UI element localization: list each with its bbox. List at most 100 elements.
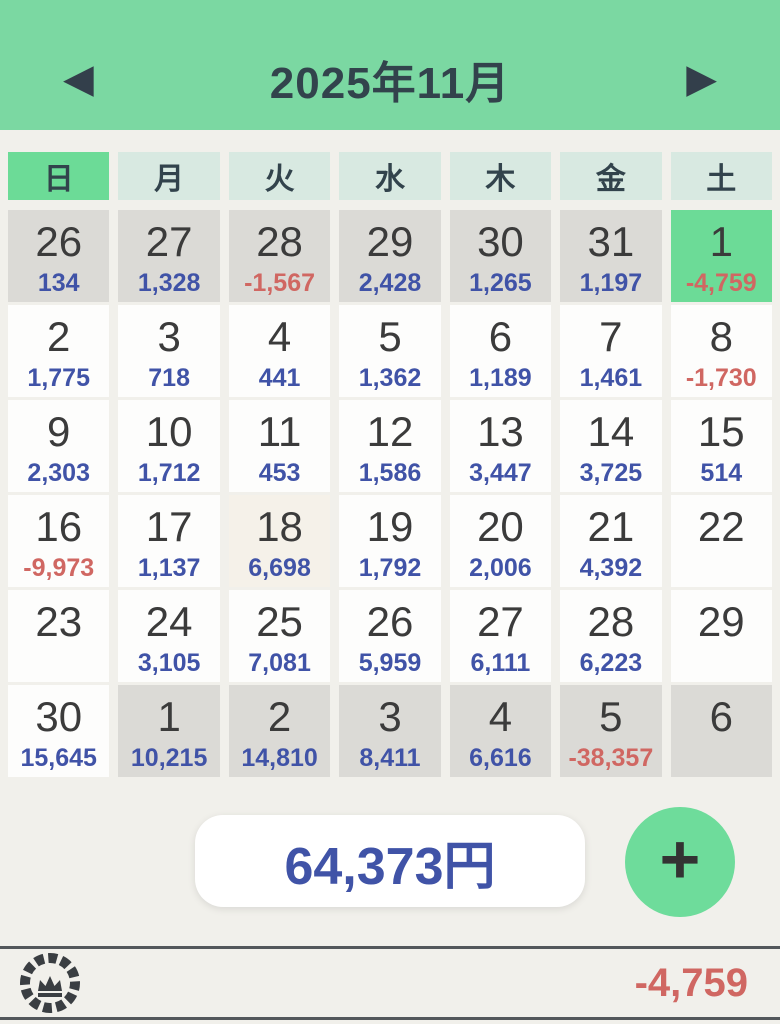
day-number: 5 xyxy=(378,313,402,360)
day-cell-w6-3[interactable]: 3 8,411 xyxy=(339,685,441,777)
month-title: 2025年11月 xyxy=(269,59,511,108)
day-cell-w5-29[interactable]: 29 xyxy=(670,590,772,682)
day-cell-w4-21[interactable]: 21 4,392 xyxy=(560,495,662,587)
day-amount: -1,730 xyxy=(685,364,757,392)
day-cell-w4-17[interactable]: 17 1,137 xyxy=(118,495,220,587)
day-cell-w4-18[interactable]: 18 6,698 xyxy=(228,495,331,587)
left-arrow-icon: ◀ xyxy=(63,57,94,101)
day-cell-w6-30[interactable]: 30 15,645 xyxy=(8,685,110,777)
day-cell-w5-28[interactable]: 28 6,223 xyxy=(560,590,662,682)
plus-icon: + xyxy=(659,820,701,898)
day-cell-w3-9[interactable]: 9 2,303 xyxy=(8,400,110,492)
add-entry-button[interactable]: + xyxy=(625,807,735,917)
day-number: 12 xyxy=(366,408,414,455)
next-month-button[interactable]: ▶ xyxy=(686,59,717,99)
day-amount: 4,392 xyxy=(579,554,643,582)
day-cell-w5-26[interactable]: 26 5,959 xyxy=(339,590,441,682)
day-number: 5 xyxy=(599,693,623,740)
day-number: 19 xyxy=(366,503,414,550)
weekday-sunday: 日 xyxy=(8,152,110,200)
day-amount: 2,303 xyxy=(27,459,90,487)
day-cell-w3-11[interactable]: 11 453 xyxy=(228,400,331,492)
day-cell-w4-20[interactable]: 20 2,006 xyxy=(449,495,552,587)
casino-chip-crown-icon[interactable] xyxy=(18,951,82,1015)
day-amount: 453 xyxy=(258,459,301,487)
day-amount: 1,265 xyxy=(469,269,532,297)
day-amount: 3,447 xyxy=(469,459,532,487)
day-amount: 7,081 xyxy=(248,649,311,677)
day-number: 14 xyxy=(587,408,635,455)
day-amount: 514 xyxy=(700,459,743,487)
day-amount: 6,223 xyxy=(579,649,643,677)
day-number: 3 xyxy=(157,313,181,360)
day-amount: 14,810 xyxy=(241,744,318,772)
day-cell-w1-26[interactable]: 26 134 xyxy=(8,210,110,302)
day-cell-w1-30[interactable]: 30 1,265 xyxy=(449,210,552,302)
calendar-header: ◀ 2025年11月 ▶ xyxy=(0,0,780,130)
month-total-display: 64,373円 xyxy=(195,815,585,907)
footer-bar: -4,759 xyxy=(0,946,780,1020)
day-number: 17 xyxy=(145,503,193,550)
total-row: 64,373円 + xyxy=(0,807,780,919)
day-cell-w3-14[interactable]: 14 3,725 xyxy=(560,400,662,492)
weekday-wednesday: 水 xyxy=(339,152,441,200)
day-number: 27 xyxy=(145,218,193,265)
day-cell-w4-22[interactable]: 22 xyxy=(670,495,772,587)
day-cell-w5-24[interactable]: 24 3,105 xyxy=(118,590,220,682)
day-amount: 1,328 xyxy=(137,269,201,297)
footer-selected-day-amount: -4,759 xyxy=(634,960,748,1005)
day-cell-w2-6[interactable]: 6 1,189 xyxy=(449,305,552,397)
day-amount: 1,362 xyxy=(358,364,422,392)
day-number: 28 xyxy=(256,218,303,265)
prev-month-button[interactable]: ◀ xyxy=(63,59,94,99)
day-cell-w2-5[interactable]: 5 1,362 xyxy=(339,305,441,397)
day-cell-w6-6[interactable]: 6 xyxy=(670,685,772,777)
day-number: 16 xyxy=(35,503,83,550)
weekday-saturday: 土 xyxy=(670,152,772,200)
day-cell-w2-3[interactable]: 3 718 xyxy=(118,305,220,397)
day-cell-w2-4[interactable]: 4 441 xyxy=(228,305,331,397)
day-amount: 441 xyxy=(258,364,301,392)
day-number: 28 xyxy=(587,598,635,645)
day-cell-w1-31[interactable]: 31 1,197 xyxy=(560,210,662,302)
day-amount: 3,725 xyxy=(579,459,643,487)
day-cell-w2-2[interactable]: 2 1,775 xyxy=(8,305,110,397)
day-cell-w4-16[interactable]: 16 -9,973 xyxy=(8,495,110,587)
day-cell-w6-4[interactable]: 4 6,616 xyxy=(449,685,552,777)
day-number: 7 xyxy=(599,313,623,360)
day-number: 1 xyxy=(157,693,181,740)
day-cell-w1-28[interactable]: 28 -1,567 xyxy=(228,210,331,302)
day-number: 21 xyxy=(587,503,635,550)
day-number: 26 xyxy=(35,218,83,265)
day-number: 4 xyxy=(488,693,513,740)
weekday-monday: 月 xyxy=(118,152,220,200)
day-cell-w1-1[interactable]: 1 -4,759 xyxy=(670,210,772,302)
day-cell-w5-23[interactable]: 23 xyxy=(8,590,110,682)
day-cell-w6-2[interactable]: 2 14,810 xyxy=(228,685,331,777)
day-cell-w5-27[interactable]: 27 6,111 xyxy=(449,590,552,682)
day-cell-w6-5[interactable]: 5 -38,357 xyxy=(560,685,662,777)
day-cell-w1-27[interactable]: 27 1,328 xyxy=(118,210,220,302)
day-number: 6 xyxy=(709,693,733,740)
day-cell-w5-25[interactable]: 25 7,081 xyxy=(228,590,331,682)
day-amount: 2,428 xyxy=(358,269,422,297)
day-number: 22 xyxy=(697,503,745,550)
day-number: 11 xyxy=(257,408,302,455)
day-cell-w3-12[interactable]: 12 1,586 xyxy=(339,400,441,492)
day-number: 4 xyxy=(267,313,292,360)
day-number: 25 xyxy=(256,598,303,645)
day-cell-w3-10[interactable]: 10 1,712 xyxy=(118,400,220,492)
day-amount: -9,973 xyxy=(23,554,95,582)
day-number: 29 xyxy=(697,598,745,645)
day-cell-w6-1[interactable]: 1 10,215 xyxy=(118,685,220,777)
weekday-tuesday: 火 xyxy=(228,152,331,200)
day-cell-w3-13[interactable]: 13 3,447 xyxy=(449,400,552,492)
day-number: 8 xyxy=(709,313,733,360)
day-cell-w2-7[interactable]: 7 1,461 xyxy=(560,305,662,397)
day-cell-w4-19[interactable]: 19 1,792 xyxy=(339,495,441,587)
day-cell-w1-29[interactable]: 29 2,428 xyxy=(339,210,441,302)
day-amount: 3,105 xyxy=(137,649,201,677)
day-cell-w3-15[interactable]: 15 514 xyxy=(670,400,772,492)
day-cell-w2-8[interactable]: 8 -1,730 xyxy=(670,305,772,397)
day-number: 6 xyxy=(488,313,513,360)
